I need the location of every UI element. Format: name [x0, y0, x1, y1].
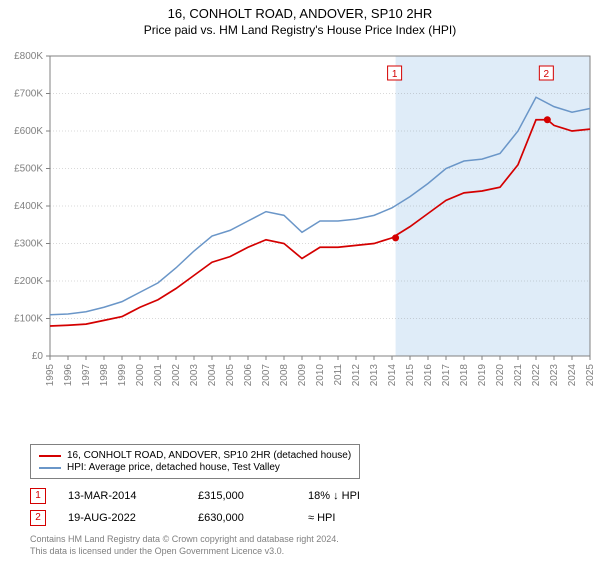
svg-text:£600K: £600K: [14, 126, 43, 137]
svg-text:2018: 2018: [459, 364, 470, 387]
svg-text:£400K: £400K: [14, 201, 43, 212]
footer-line-2: This data is licensed under the Open Gov…: [30, 546, 339, 558]
svg-text:£500K: £500K: [14, 164, 43, 175]
svg-text:2024: 2024: [567, 364, 578, 387]
legend-label-hpi: HPI: Average price, detached house, Test…: [67, 462, 280, 473]
svg-text:2015: 2015: [405, 364, 416, 387]
svg-text:2: 2: [544, 69, 550, 80]
sale-row-1: 1 13-MAR-2014 £315,000 18% ↓ HPI: [30, 488, 360, 504]
svg-text:£0: £0: [32, 351, 44, 362]
svg-text:2008: 2008: [279, 364, 290, 387]
svg-text:£300K: £300K: [14, 239, 43, 250]
sale-delta-2: ≈ HPI: [308, 512, 335, 524]
svg-text:2021: 2021: [513, 364, 524, 387]
sale-delta-1: 18% ↓ HPI: [308, 490, 360, 502]
legend-row-property: 16, CONHOLT ROAD, ANDOVER, SP10 2HR (det…: [39, 450, 351, 461]
svg-text:£200K: £200K: [14, 276, 43, 287]
svg-text:1995: 1995: [45, 364, 56, 387]
legend: 16, CONHOLT ROAD, ANDOVER, SP10 2HR (det…: [30, 444, 360, 479]
sale-date-1: 13-MAR-2014: [68, 490, 198, 502]
svg-text:2025: 2025: [585, 364, 596, 387]
svg-text:2019: 2019: [477, 364, 488, 387]
svg-text:2011: 2011: [333, 364, 344, 386]
legend-swatch-property: [39, 455, 61, 457]
svg-text:2023: 2023: [549, 364, 560, 387]
svg-text:£100K: £100K: [14, 314, 43, 325]
chart-area: £0 £100K £200K £300K £400K £500K £600K £700K £80…: [0, 48, 600, 408]
svg-text:2012: 2012: [351, 364, 362, 387]
svg-text:2005: 2005: [225, 364, 236, 387]
svg-text:2001: 2001: [153, 364, 164, 387]
svg-text:2006: 2006: [243, 364, 254, 387]
sale-date-2: 19-AUG-2022: [68, 512, 198, 524]
svg-text:1997: 1997: [81, 364, 92, 387]
legend-row-hpi: HPI: Average price, detached house, Test…: [39, 462, 351, 473]
svg-text:2020: 2020: [495, 364, 506, 387]
sale-price-2: £630,000: [198, 512, 308, 524]
svg-text:2004: 2004: [207, 364, 218, 387]
svg-text:2000: 2000: [135, 364, 146, 387]
svg-text:2002: 2002: [171, 364, 182, 387]
legend-swatch-hpi: [39, 467, 61, 469]
svg-text:2010: 2010: [315, 364, 326, 387]
svg-text:2014: 2014: [387, 364, 398, 387]
svg-text:2016: 2016: [423, 364, 434, 387]
legend-label-property: 16, CONHOLT ROAD, ANDOVER, SP10 2HR (det…: [67, 450, 351, 461]
svg-text:2009: 2009: [297, 364, 308, 387]
chart-svg: £0 £100K £200K £300K £400K £500K £600K £700K £80…: [0, 48, 600, 408]
svg-text:£700K: £700K: [14, 89, 43, 100]
svg-text:2007: 2007: [261, 364, 272, 387]
sale-marker-1: 1: [30, 488, 46, 504]
svg-text:2013: 2013: [369, 364, 380, 387]
sale-marker-2: 2: [30, 510, 46, 526]
sale-price-1: £315,000: [198, 490, 308, 502]
svg-text:1998: 1998: [99, 364, 110, 387]
footer-line-1: Contains HM Land Registry data © Crown c…: [30, 534, 339, 546]
footer: Contains HM Land Registry data © Crown c…: [30, 534, 339, 557]
svg-text:1: 1: [392, 69, 398, 80]
sale-row-2: 2 19-AUG-2022 £630,000 ≈ HPI: [30, 510, 335, 526]
svg-text:2017: 2017: [441, 364, 452, 387]
svg-text:2003: 2003: [189, 364, 200, 387]
svg-text:1996: 1996: [63, 364, 74, 387]
svg-text:1999: 1999: [117, 364, 128, 387]
page-title: 16, CONHOLT ROAD, ANDOVER, SP10 2HR: [0, 6, 600, 21]
svg-text:£800K: £800K: [14, 51, 43, 62]
page-subtitle: Price paid vs. HM Land Registry's House …: [0, 23, 600, 37]
svg-text:2022: 2022: [531, 364, 542, 387]
